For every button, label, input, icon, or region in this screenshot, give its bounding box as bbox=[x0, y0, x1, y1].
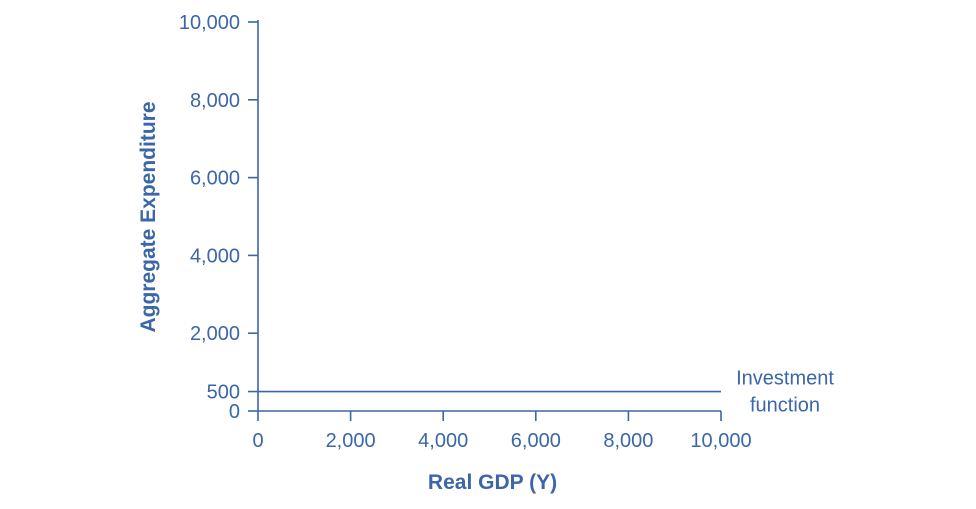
x-tick-label: 4,000 bbox=[418, 430, 468, 452]
annotation-layer: Investment function bbox=[736, 368, 834, 417]
axes bbox=[257, 20, 721, 412]
y-tick-label: 2,000 bbox=[190, 323, 240, 345]
y-tick-label: 4,000 bbox=[190, 245, 240, 267]
y-tick-label: 0 bbox=[229, 401, 240, 423]
y-axis-label: Aggregate Expenditure bbox=[137, 101, 160, 332]
y-tick-label: 8,000 bbox=[190, 90, 240, 112]
annotation-line: Investment bbox=[736, 368, 834, 390]
x-axis-label: Real GDP (Y) bbox=[428, 471, 557, 494]
x-tick-label: 2,000 bbox=[326, 430, 376, 452]
x-tick-label: 0 bbox=[252, 430, 263, 452]
investment-function-annotation: Investment function bbox=[736, 368, 834, 417]
x-tick-label: 8,000 bbox=[603, 430, 653, 452]
x-tick-label: 10,000 bbox=[690, 430, 751, 452]
x-tick-label: 6,000 bbox=[511, 430, 561, 452]
y-tick-label: 10,000 bbox=[179, 12, 240, 34]
annotation-line: function bbox=[750, 395, 820, 417]
y-tick-label: 6,000 bbox=[190, 168, 240, 190]
y-tick-label: 500 bbox=[207, 382, 240, 404]
x-ticks: 0 2,000 4,000 6,000 8,000 10,000 bbox=[252, 411, 752, 452]
